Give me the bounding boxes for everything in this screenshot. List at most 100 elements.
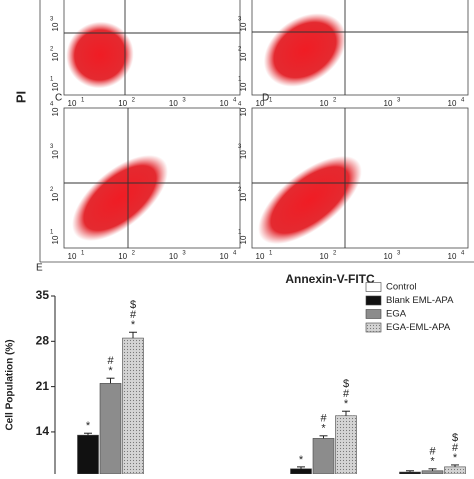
plot-tick-label: 10 xyxy=(448,99,457,108)
legend-label: Blank EML-APA xyxy=(386,295,454,306)
significance-mark: * xyxy=(453,452,458,464)
bar-pattern xyxy=(122,338,144,474)
plot-tick-exponent: 2 xyxy=(132,98,136,104)
plot-tick-exponent: 4 xyxy=(233,251,237,257)
bar xyxy=(77,434,99,475)
significance-mark: # xyxy=(429,446,436,458)
y-tick-label: 21 xyxy=(36,379,50,393)
plot-tick-exponent: 2 xyxy=(238,47,242,53)
bar xyxy=(99,383,122,475)
plot-tick-label: 10 xyxy=(51,82,60,91)
plot-tick-label: 10 xyxy=(320,99,329,108)
plot-tick-exponent: 1 xyxy=(81,98,85,104)
flow-plot-b xyxy=(251,0,469,96)
plot-tick-exponent: 1 xyxy=(50,77,54,83)
plot-tick-label: 10 xyxy=(51,235,60,244)
significance-mark: * xyxy=(321,423,326,435)
plot-tick-exponent: 2 xyxy=(238,187,242,193)
plot-tick-label: 10 xyxy=(239,107,248,116)
plot-tick-label: 10 xyxy=(118,252,127,261)
plot-tick-label: 10 xyxy=(448,252,457,261)
plot-tick-label: 10 xyxy=(239,235,248,244)
plot-tick-exponent: 2 xyxy=(333,98,337,104)
plot-tick-label: 10 xyxy=(68,252,77,261)
plot-tick-exponent: 2 xyxy=(333,251,337,257)
plot-tick-exponent: 1 xyxy=(81,251,85,257)
plot-tick-label: 10 xyxy=(51,22,60,31)
plot-tick-label: 10 xyxy=(239,82,248,91)
bar-pattern xyxy=(335,415,357,474)
plot-tick-exponent: 1 xyxy=(238,230,242,236)
plot-tick-label: 10 xyxy=(220,99,229,108)
significance-mark: * xyxy=(86,420,91,432)
x-axis-label: Annexin-V-FITC xyxy=(285,272,375,286)
plot-tick-exponent: 4 xyxy=(50,102,54,108)
plot-tick-exponent: 3 xyxy=(397,251,401,257)
significance-mark: # xyxy=(320,413,327,425)
plot-tick-exponent: 1 xyxy=(238,77,242,83)
significance-mark: * xyxy=(108,365,113,377)
significance-mark: $ xyxy=(452,432,458,444)
legend-label: EGA-EML-APA xyxy=(386,322,451,333)
y-tick-label: 35 xyxy=(36,288,50,302)
significance-mark: # xyxy=(130,309,137,321)
significance-mark: # xyxy=(107,355,114,367)
plot-tick-exponent: 3 xyxy=(238,144,242,150)
panel-letter: E xyxy=(36,263,43,274)
plot-tick-exponent: 1 xyxy=(269,251,273,257)
significance-mark: $ xyxy=(130,299,136,311)
plot-tick-label: 10 xyxy=(51,52,60,61)
legend-label: EGA xyxy=(386,309,407,320)
plot-tick-label: 10 xyxy=(51,107,60,116)
significance-mark: # xyxy=(452,442,459,454)
plot-tick-exponent: 4 xyxy=(461,98,465,104)
y-tick-label: 28 xyxy=(36,333,50,347)
plot-tick-exponent: 3 xyxy=(397,98,401,104)
plot-tick-exponent: 2 xyxy=(50,47,54,53)
y-axis-label: PI xyxy=(13,91,28,103)
bar xyxy=(290,468,312,475)
flow-plot-c xyxy=(63,107,241,249)
plot-tick-label: 10 xyxy=(169,99,178,108)
significance-mark: * xyxy=(344,398,349,410)
legend-pattern xyxy=(366,323,381,332)
plot-tick-exponent: 4 xyxy=(233,98,237,104)
plot-tick-exponent: 3 xyxy=(50,17,54,23)
plot-tick-exponent: 3 xyxy=(238,17,242,23)
plot-tick-label: 10 xyxy=(239,150,248,159)
plot-tick-label: 10 xyxy=(220,252,229,261)
legend-swatch xyxy=(365,282,382,292)
plot-tick-label: 10 xyxy=(256,252,265,261)
plot-tick-exponent: 1 xyxy=(269,98,273,104)
plot-tick-label: 10 xyxy=(68,99,77,108)
significance-mark: * xyxy=(131,319,136,331)
legend-swatch xyxy=(365,295,382,306)
y-axis-label: Cell Population (%) xyxy=(5,339,16,430)
flow-plot-a xyxy=(63,0,241,96)
flow-plot-d xyxy=(251,107,469,249)
plot-tick-label: 10 xyxy=(239,192,248,201)
plot-tick-label: 10 xyxy=(118,99,127,108)
plot-tick-label: 10 xyxy=(169,252,178,261)
plot-tick-exponent: 4 xyxy=(238,102,242,108)
legend-label: Control xyxy=(386,282,417,293)
plot-tick-label: 10 xyxy=(51,192,60,201)
plot-tick-exponent: 2 xyxy=(132,251,136,257)
plot-tick-exponent: 3 xyxy=(182,98,186,104)
bar xyxy=(312,438,335,475)
plot-tick-exponent: 3 xyxy=(50,144,54,150)
plot-tick-label: 10 xyxy=(239,52,248,61)
plot-tick-exponent: 2 xyxy=(50,187,54,193)
plot-tick-exponent: 4 xyxy=(461,251,465,257)
significance-mark: * xyxy=(430,456,435,468)
significance-mark: $ xyxy=(343,378,349,390)
significance-mark: * xyxy=(299,454,304,466)
plot-tick-label: 10 xyxy=(239,22,248,31)
significance-mark: # xyxy=(343,388,350,400)
plot-tick-label: 10 xyxy=(384,252,393,261)
y-tick-label: 14 xyxy=(36,424,50,438)
plot-tick-exponent: 3 xyxy=(182,251,186,257)
plot-tick-label: 10 xyxy=(384,99,393,108)
